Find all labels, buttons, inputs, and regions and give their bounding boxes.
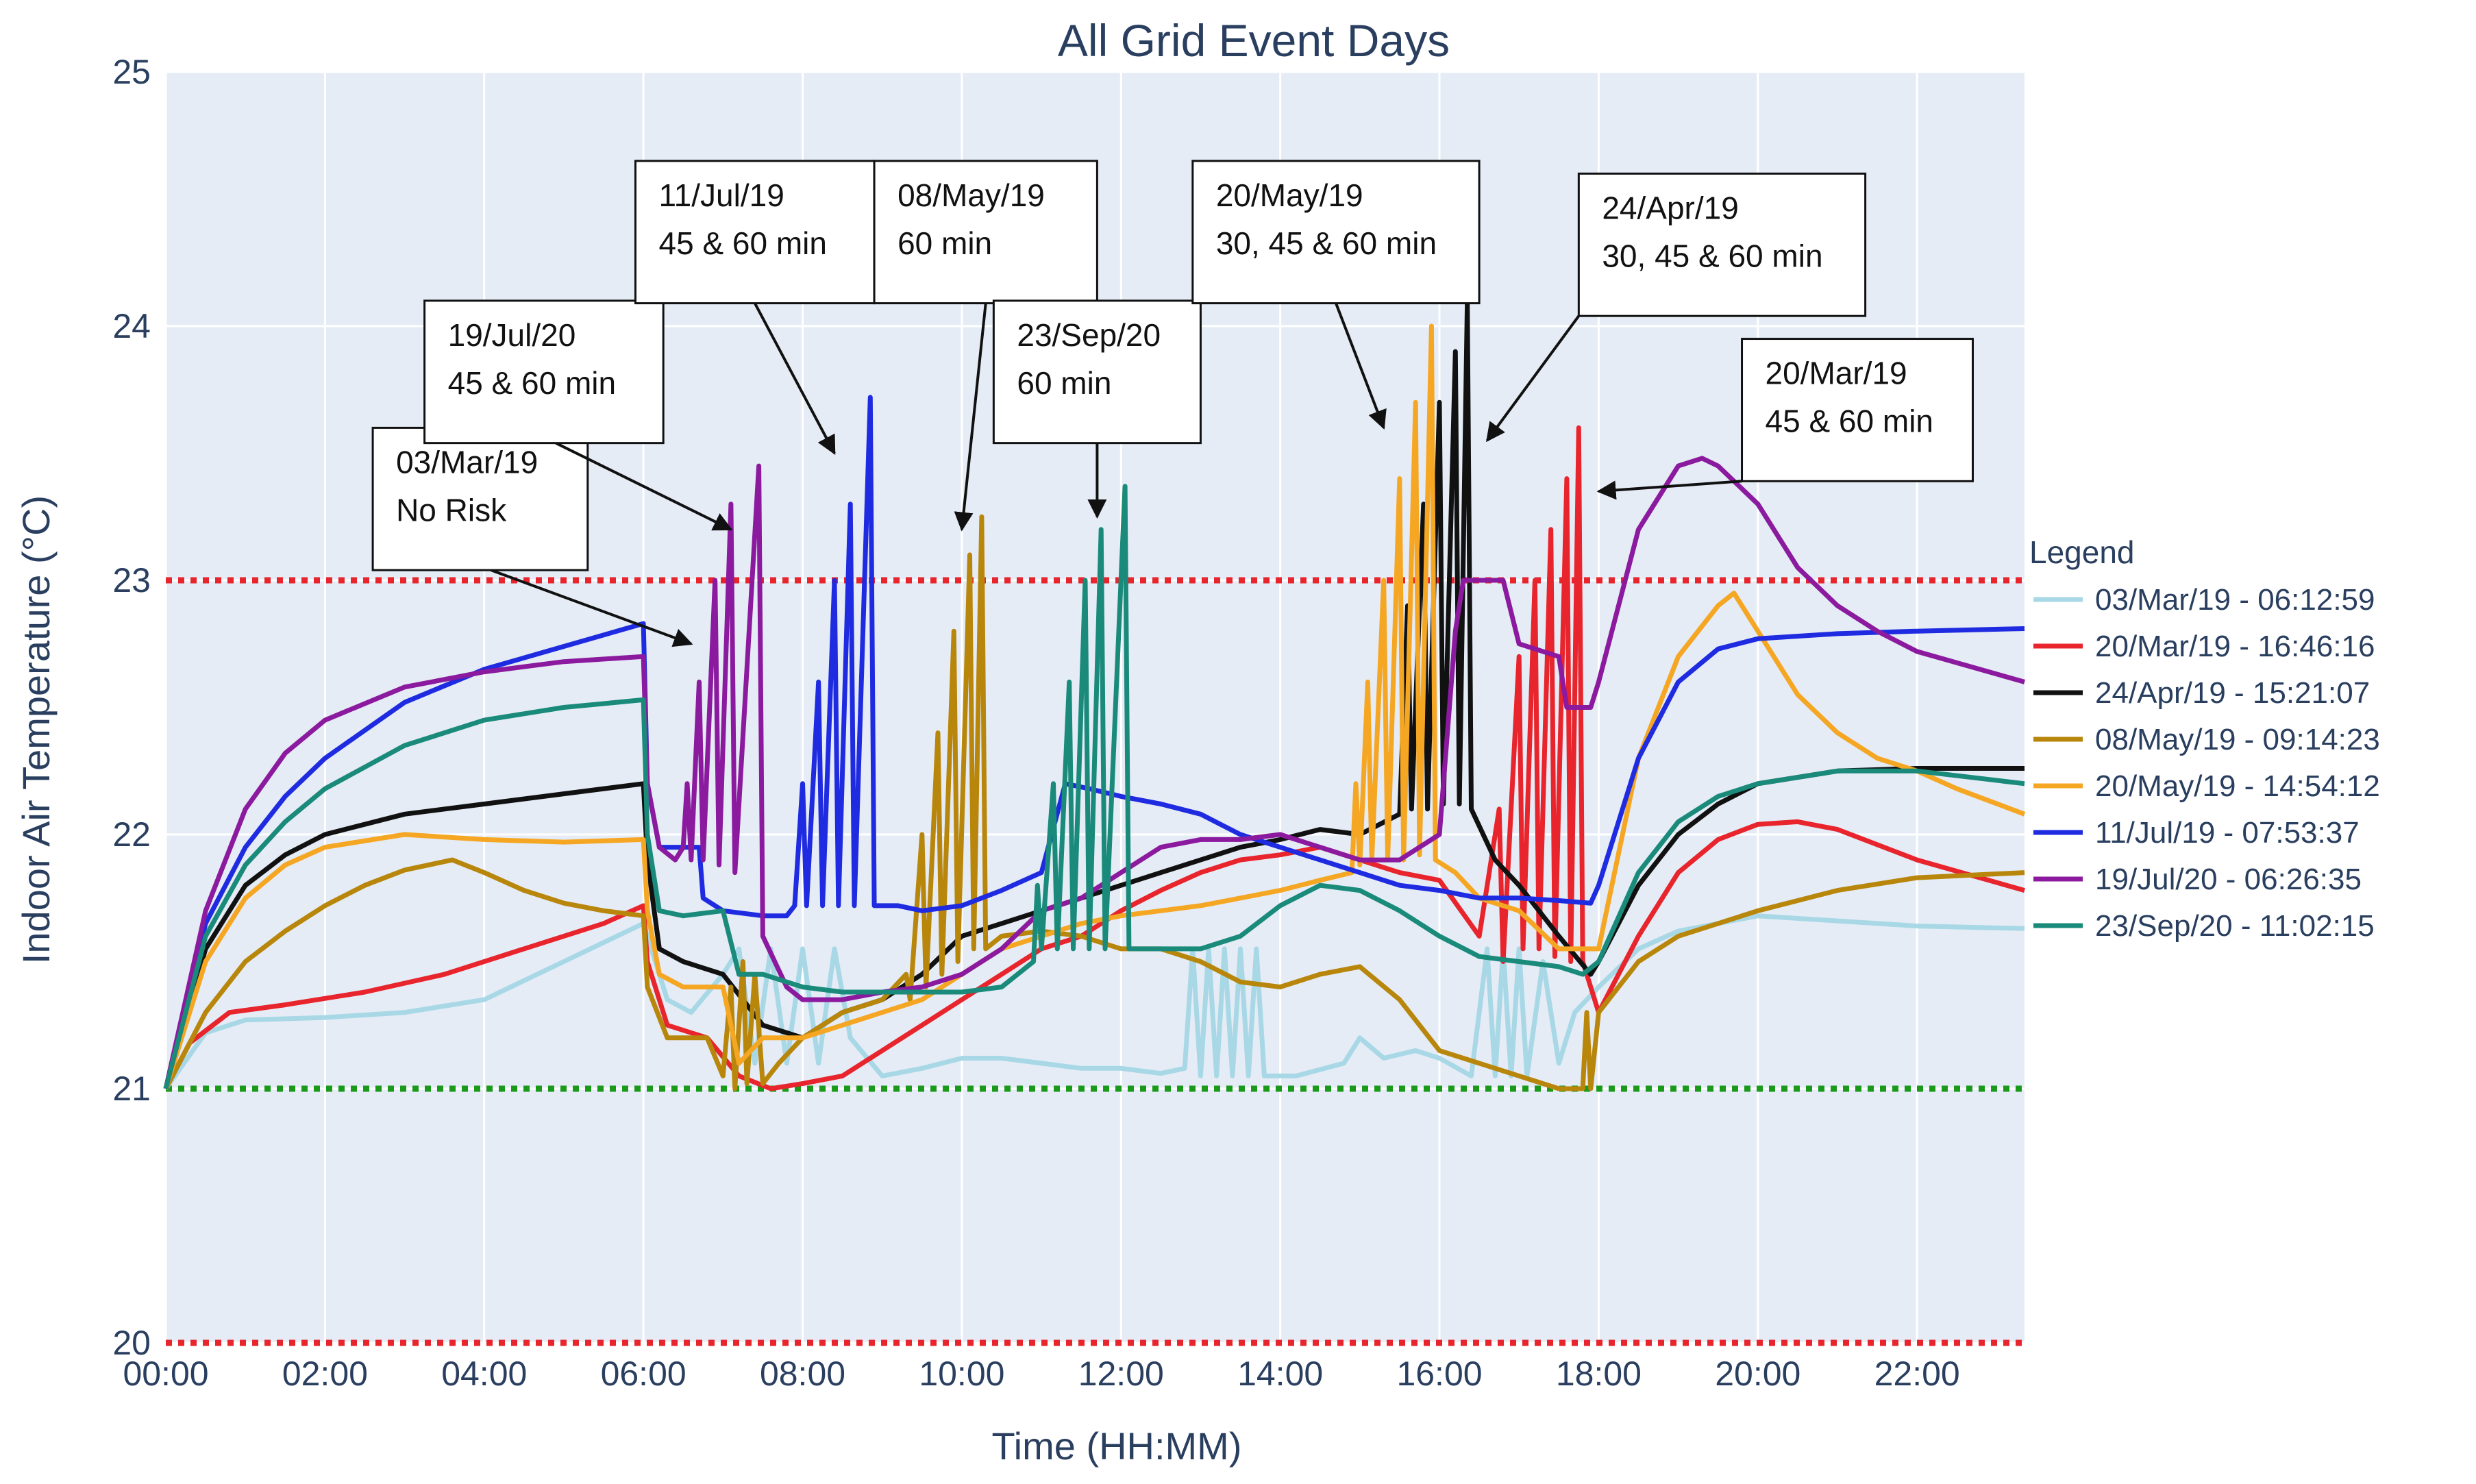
y-tick-label: 21: [112, 1069, 151, 1108]
x-tick-label: 20:00: [1715, 1355, 1800, 1393]
x-tick-label: 22:00: [1874, 1355, 1960, 1393]
annotation-box: [423, 299, 665, 445]
annotation-duration: No Risk: [396, 492, 507, 528]
annotation-duration: 30, 45 & 60 min: [1602, 238, 1822, 273]
y-tick-label: 23: [112, 561, 151, 599]
axis-ticks: 00:00 02:00 04:00 06:00 08:00 10:00 12:00 14:00…: [112, 53, 1959, 1393]
threshold-lines: [166, 577, 2025, 1346]
annotation-box: [873, 160, 1098, 305]
legend: Legend 03/Mar/19 - 06:12:59 20/Mar/19 - 1…: [2029, 534, 2380, 943]
annotation-duration: 60 min: [897, 225, 992, 261]
annotation-duration: 30, 45 & 60 min: [1216, 225, 1437, 261]
legend-item-label: 08/May/19 - 09:14:23: [2095, 723, 2380, 756]
y-tick-label: 24: [112, 307, 151, 345]
series-line: [163, 456, 2025, 1089]
legend-item-label: 11/Jul/19 - 07:53:37: [2095, 816, 2360, 850]
annotation-box: [1577, 172, 1867, 317]
x-tick-label: 18:00: [1556, 1355, 1642, 1393]
legend-item-label: 20/Mar/19 - 16:46:16: [2095, 630, 2375, 663]
series-line: [163, 484, 2025, 1089]
annotation-date: 11/Jul/19: [659, 177, 784, 213]
legend-items: 03/Mar/19 - 06:12:59 20/Mar/19 - 16:46:16…: [2033, 583, 2380, 943]
annotation-20-may-19: 20/May/19 30, 45 & 60 min: [1191, 160, 1481, 430]
x-tick-label: 06:00: [601, 1355, 686, 1393]
legend-item-label: 20/May/19 - 14:54:12: [2095, 769, 2380, 803]
annotation-box: [1191, 160, 1481, 305]
annotation-24-apr-19: 24/Apr/19 30, 45 & 60 min: [1486, 172, 1867, 443]
legend-item-label: 23/Sep/20 - 11:02:15: [2095, 909, 2375, 943]
annotation-arrow: [490, 569, 693, 647]
y-tick-label: 20: [112, 1324, 151, 1362]
annotation-box: [634, 160, 876, 305]
legend-item-label: 19/Jul/20 - 06:26:35: [2095, 863, 2362, 896]
legend-title: Legend: [2029, 534, 2135, 570]
x-tick-label: 10:00: [919, 1355, 1004, 1393]
annotation-arrow: [954, 303, 987, 532]
annotation-arrow: [1596, 480, 1742, 500]
x-tick-label: 04:00: [441, 1355, 527, 1393]
annotation-duration: 45 & 60 min: [448, 365, 616, 401]
annotation-duration: 60 min: [1017, 365, 1111, 401]
annotation-19-jul-20: 19/Jul/20 45 & 60 min: [423, 299, 733, 531]
chart-title: All Grid Event Days: [1058, 15, 1450, 66]
x-tick-label: 16:00: [1396, 1355, 1482, 1393]
legend-item-label: 24/Apr/19 - 15:21:07: [2095, 676, 2370, 710]
annotation-duration: 45 & 60 min: [659, 225, 827, 261]
annotation-date: 20/Mar/19: [1766, 356, 1907, 391]
x-tick-label: 08:00: [760, 1355, 845, 1393]
annotation-box: [1741, 338, 1974, 482]
annotation-box: [992, 299, 1202, 445]
series-lines: [163, 298, 2026, 1091]
annotation-date: 23/Sep/20: [1017, 317, 1161, 353]
x-tick-label: 12:00: [1078, 1355, 1164, 1393]
series-line: [163, 514, 2025, 1091]
annotation-date: 20/May/19: [1216, 177, 1363, 213]
annotation-23-sep-20: 23/Sep/20 60 min: [992, 299, 1202, 519]
y-tick-label: 22: [112, 815, 151, 854]
annotation-date: 24/Apr/19: [1602, 190, 1738, 225]
annotation-arrow: [1486, 314, 1580, 443]
annotation-date: 08/May/19: [897, 177, 1045, 213]
annotation-date: 19/Jul/20: [448, 317, 576, 353]
y-axis-title: Indoor Air Temperature (°C): [14, 495, 58, 964]
annotation-arrow: [1335, 302, 1387, 430]
annotation-08-may-19: 08/May/19 60 min: [873, 160, 1098, 532]
x-tick-label: 02:00: [282, 1355, 368, 1393]
series-line: [163, 323, 2026, 1090]
annotation-20-mar-19: 20/Mar/19 45 & 60 min: [1596, 338, 1974, 500]
legend-item-label: 03/Mar/19 - 06:12:59: [2095, 583, 2375, 617]
series-line: [164, 913, 2025, 1091]
annotation-duration: 45 & 60 min: [1766, 404, 1933, 439]
annotation-arrow: [555, 441, 733, 531]
x-tick-label: 00:00: [123, 1355, 208, 1393]
annotation-date: 03/Mar/19: [396, 444, 538, 480]
annotation-arrow: [754, 302, 836, 455]
x-axis-title: Time (HH:MM): [992, 1424, 1242, 1468]
x-tick-label: 14:00: [1237, 1355, 1323, 1393]
y-tick-label: 25: [112, 53, 151, 91]
annotation-11-jul-19: 11/Jul/19 45 & 60 min: [634, 160, 876, 455]
